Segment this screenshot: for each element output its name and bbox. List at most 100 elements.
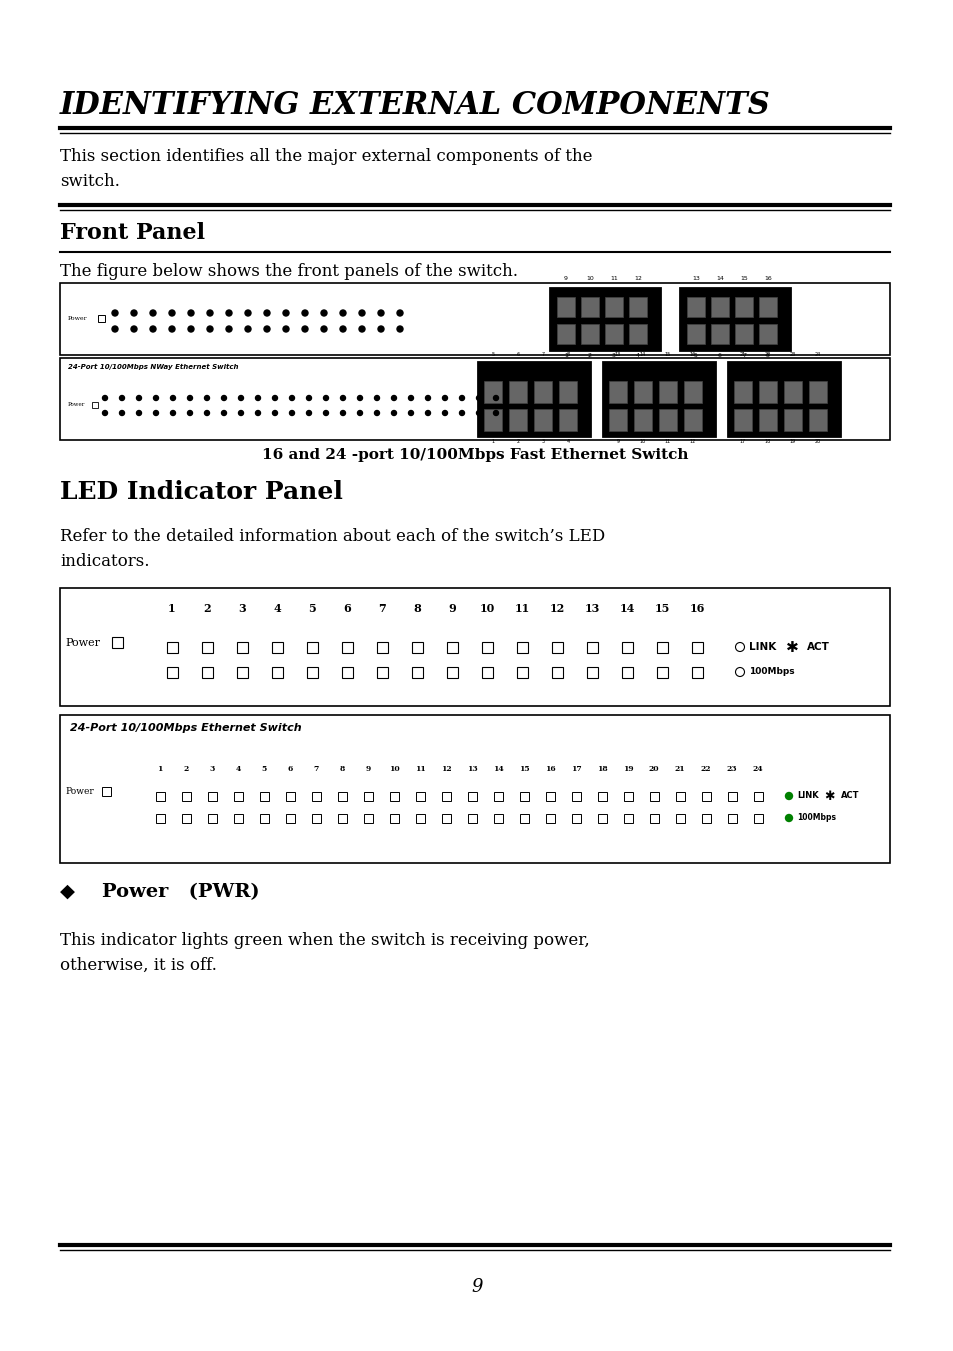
Bar: [649, 815, 659, 823]
Text: Power: Power: [65, 788, 93, 797]
Circle shape: [784, 793, 792, 800]
Circle shape: [207, 309, 213, 316]
Circle shape: [339, 326, 346, 332]
Text: 7: 7: [313, 765, 318, 773]
Bar: [691, 667, 702, 678]
Bar: [167, 642, 178, 653]
Circle shape: [442, 411, 447, 416]
Text: 16: 16: [689, 353, 696, 357]
Circle shape: [493, 396, 498, 400]
Circle shape: [459, 411, 464, 416]
Bar: [519, 815, 529, 823]
Circle shape: [425, 396, 430, 400]
Bar: [519, 792, 529, 801]
Bar: [337, 792, 347, 801]
Bar: [468, 815, 476, 823]
Circle shape: [476, 411, 481, 416]
Text: ✱: ✱: [822, 789, 833, 802]
Circle shape: [340, 411, 345, 416]
Text: 5: 5: [308, 603, 315, 613]
Text: 15: 15: [740, 276, 747, 281]
Text: 21: 21: [674, 765, 684, 773]
Bar: [623, 792, 633, 801]
Text: 15: 15: [518, 765, 529, 773]
Bar: [483, 381, 501, 403]
Text: 1: 1: [563, 353, 567, 358]
Circle shape: [323, 411, 328, 416]
Bar: [586, 667, 598, 678]
Bar: [683, 381, 701, 403]
Bar: [364, 815, 373, 823]
Bar: [307, 642, 317, 653]
Text: 4: 4: [273, 603, 280, 613]
Circle shape: [188, 411, 193, 416]
Circle shape: [459, 396, 464, 400]
Circle shape: [375, 396, 379, 400]
Text: 3: 3: [612, 353, 616, 358]
Circle shape: [131, 309, 137, 316]
Bar: [202, 667, 213, 678]
Bar: [733, 409, 751, 431]
Circle shape: [150, 309, 156, 316]
Text: 9: 9: [616, 439, 618, 444]
Bar: [759, 409, 776, 431]
Bar: [604, 297, 622, 317]
Bar: [481, 667, 493, 678]
Text: 10: 10: [478, 603, 494, 613]
Text: This indicator lights green when the switch is receiving power,
otherwise, it is: This indicator lights green when the swi…: [60, 932, 589, 974]
Bar: [60, 715, 889, 863]
Text: Power: Power: [65, 638, 100, 648]
Text: 7: 7: [541, 353, 544, 357]
Bar: [710, 324, 728, 345]
Text: 2: 2: [183, 765, 189, 773]
Circle shape: [273, 396, 277, 400]
Text: 10: 10: [585, 276, 594, 281]
Bar: [509, 409, 526, 431]
Bar: [701, 815, 710, 823]
Bar: [441, 792, 451, 801]
Bar: [260, 815, 269, 823]
Bar: [167, 667, 178, 678]
Bar: [727, 792, 737, 801]
Bar: [727, 815, 737, 823]
Bar: [494, 815, 502, 823]
Text: 1: 1: [168, 603, 175, 613]
Text: 100Mbps: 100Mbps: [748, 667, 794, 677]
Bar: [260, 792, 269, 801]
Bar: [91, 403, 98, 408]
Circle shape: [377, 326, 384, 332]
Bar: [659, 381, 677, 403]
Text: 24: 24: [752, 765, 762, 773]
Circle shape: [150, 326, 156, 332]
Bar: [390, 792, 398, 801]
Bar: [727, 362, 840, 436]
Bar: [634, 381, 651, 403]
Text: 3: 3: [541, 439, 544, 444]
Circle shape: [306, 396, 312, 400]
Circle shape: [391, 411, 396, 416]
Circle shape: [238, 396, 243, 400]
Circle shape: [358, 309, 365, 316]
Circle shape: [442, 396, 447, 400]
Bar: [623, 815, 633, 823]
Bar: [286, 792, 294, 801]
Text: 5: 5: [261, 765, 266, 773]
Text: 11: 11: [610, 276, 618, 281]
Text: 16: 16: [763, 276, 771, 281]
Bar: [580, 297, 598, 317]
Bar: [364, 792, 373, 801]
Text: 19: 19: [622, 765, 633, 773]
Text: 8: 8: [339, 765, 344, 773]
Text: 11: 11: [514, 603, 529, 613]
Circle shape: [136, 396, 141, 400]
Bar: [312, 815, 320, 823]
Bar: [272, 667, 283, 678]
Bar: [621, 642, 633, 653]
Bar: [447, 667, 457, 678]
Bar: [628, 297, 646, 317]
Bar: [552, 642, 562, 653]
Bar: [156, 815, 165, 823]
Text: ACT: ACT: [841, 792, 859, 801]
Text: 18: 18: [764, 439, 770, 444]
Bar: [477, 362, 589, 436]
